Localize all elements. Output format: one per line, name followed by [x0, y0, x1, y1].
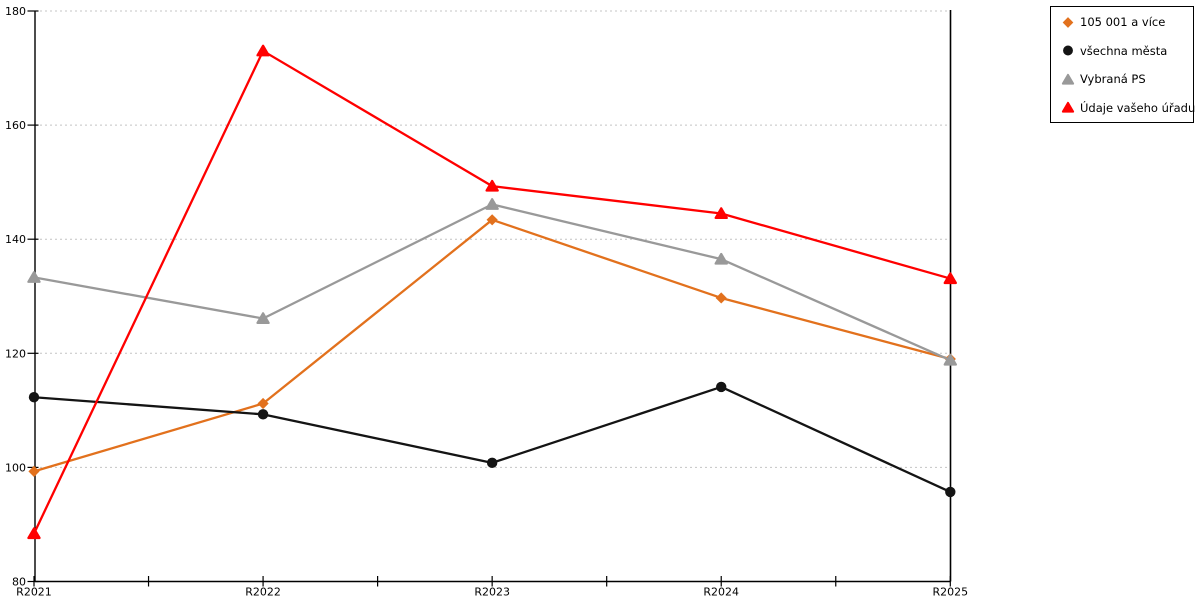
data-point-circle: [28, 392, 40, 403]
data-point-triangle: [27, 271, 41, 283]
series-2: [27, 198, 957, 366]
x-category-label: R2021: [16, 586, 52, 599]
data-point-triangle: [256, 44, 270, 57]
data-point-circle: [257, 409, 269, 420]
legend-label: 105 001 a více: [1080, 15, 1166, 30]
data-point-circle: [716, 381, 727, 393]
axes: 80 100 120 140 160 180 R2021 R2022 R2023 R2024 R20…: [5, 5, 968, 599]
circle-marker-icon: [1061, 44, 1075, 57]
series-line: [33, 203, 951, 362]
data-point-triangle: [256, 312, 270, 324]
y-tick-label: 180: [5, 5, 26, 18]
data-point-diamond: [28, 465, 40, 477]
y-tick-label: 100: [5, 461, 26, 474]
legend-label: všechna města: [1080, 43, 1168, 58]
triangle-marker-icon: [1061, 101, 1075, 114]
data-point-diamond: [257, 397, 269, 410]
legend-label: Vybraná PS: [1080, 72, 1146, 87]
data-point-triangle: [943, 353, 957, 366]
series-3: [27, 44, 957, 540]
series-line: [33, 218, 951, 473]
triangle-marker-icon: [1061, 73, 1075, 86]
diamond-marker-icon: [1061, 16, 1075, 29]
data-point-triangle: [714, 252, 728, 265]
legend-item: Údaje vašeho úřadu: [1061, 94, 1195, 123]
series-1: [28, 381, 956, 498]
legend-item: Vybraná PS: [1061, 65, 1191, 94]
data-point-diamond: [715, 292, 727, 304]
chart-legend: 105 001 a více všechna města Vybraná PS Úda…: [1050, 6, 1195, 123]
x-category-label: R2025: [932, 586, 968, 599]
y-tick-label: 80: [12, 576, 26, 589]
data-point-triangle: [485, 179, 499, 192]
data-point-circle: [486, 457, 498, 469]
y-tick-label: 120: [5, 347, 26, 360]
y-tick-label: 160: [5, 119, 26, 132]
legend-label: Údaje vašeho úřadu: [1080, 100, 1196, 115]
data-point-triangle: [27, 527, 41, 540]
data-point-diamond: [486, 214, 498, 226]
y-tick-label: 140: [5, 233, 26, 246]
data-point-triangle: [714, 207, 728, 220]
data-point-circle: [945, 486, 956, 498]
x-category-label: R2023: [474, 586, 510, 599]
series-line: [33, 385, 951, 493]
data-point-triangle: [943, 272, 957, 285]
data-point-triangle: [485, 198, 499, 210]
x-category-label: R2022: [245, 586, 281, 599]
x-category-label: R2024: [703, 586, 739, 599]
legend-item: 105 001 a více: [1061, 8, 1191, 37]
legend-item: všechna města: [1061, 37, 1191, 66]
